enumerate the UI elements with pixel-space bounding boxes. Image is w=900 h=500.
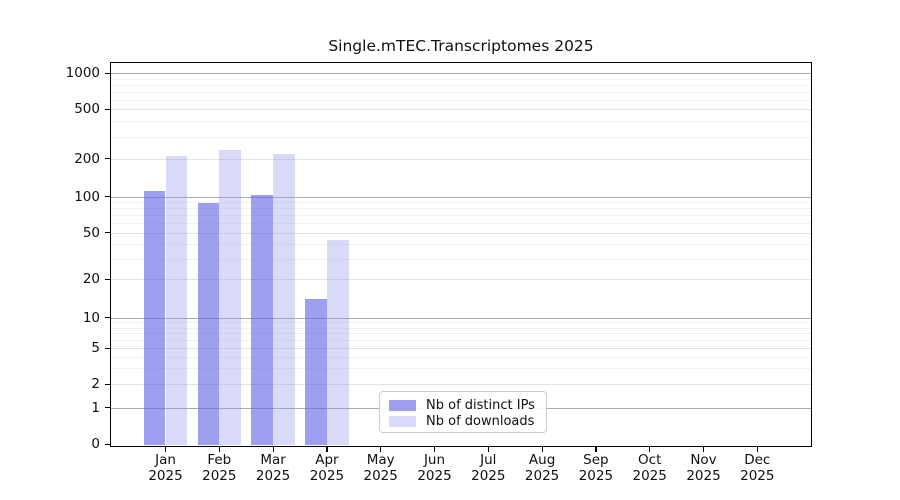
gridline-minor [111,121,811,123]
gridline-minor [111,223,811,225]
y-tick-mark [105,232,110,234]
gridline-minor [111,340,811,342]
y-tick-label: 2 [91,376,100,393]
gridline-minor [111,357,811,359]
y-tick-label: 5 [91,340,100,357]
gridline-major [111,196,811,198]
chart-title: Single.mTEC.Transcriptomes 2025 [328,37,594,55]
gridline-minor [111,91,811,93]
y-tick-mark [105,347,110,349]
legend-label-distinct-ips: Nb of distinct IPs [426,398,535,413]
y-tick-mark [105,108,110,110]
gridline-minor [111,333,811,335]
y-tick-mark [105,317,110,319]
y-tick-label: 10 [82,309,100,326]
gridline-minor [111,78,811,80]
x-tick-label: Sep 2025 [578,451,614,485]
y-tick-label: 20 [82,271,100,287]
legend: Nb of distinct IPs Nb of downloads [379,391,547,433]
bar-downloads [165,155,188,446]
gridline-labeled [111,158,811,160]
x-tick-label: May 2025 [363,451,398,485]
gridline-labeled [111,348,811,350]
x-tick-label: Apr 2025 [309,451,345,485]
y-tick-mark [105,158,110,160]
bar-distinct-ips [305,298,327,446]
x-tick-mark [487,446,489,452]
x-tick-mark [756,446,758,452]
gridline-minor [111,99,811,101]
legend-item-downloads: Nb of downloads [389,414,538,429]
gridline-minor [111,243,811,245]
y-tick-mark [105,196,110,198]
x-tick-label: Aug 2025 [524,451,560,485]
x-tick-label: Nov 2025 [686,451,721,485]
x-tick-mark [326,446,328,452]
y-tick-label: 1 [91,399,100,416]
x-tick-label: Feb 2025 [202,451,237,485]
y-tick-mark [105,407,110,409]
bar-downloads [326,240,349,446]
x-tick-label: Dec 2025 [740,451,775,485]
y-tick-label: 200 [74,150,100,167]
legend-swatch-distinct-ips-icon [389,400,416,411]
gridline-labeled [111,109,811,110]
gridline-minor [111,136,811,138]
x-tick-mark [218,446,220,452]
x-tick-mark [165,446,167,452]
bar-distinct-ips [197,202,220,446]
x-tick-label: Jun 2025 [417,451,452,485]
gridline-minor [111,258,811,260]
x-tick-mark [380,446,382,452]
y-tick-label: 0 [91,436,100,453]
bar-distinct-ips [251,195,274,446]
gridline-minor [111,208,811,210]
x-tick-label: Jan 2025 [148,451,183,485]
gridline-labeled [111,384,811,386]
gridline-minor [111,327,811,329]
y-tick-label: 100 [74,188,100,205]
gridline-labeled [111,232,811,234]
y-tick-mark [105,278,110,280]
gridline-minor [111,368,811,370]
x-tick-label: Oct 2025 [632,451,667,485]
legend-swatch-downloads-icon [389,416,416,427]
gridline-major [111,317,811,319]
legend-item-distinct-ips: Nb of distinct IPs [389,398,538,413]
y-tick-mark [105,72,110,74]
y-tick-label: 1000 [65,65,100,82]
x-tick-mark [434,446,436,452]
bar-downloads [273,154,295,446]
x-tick-mark [703,446,705,452]
legend-label-downloads: Nb of downloads [426,414,535,429]
y-tick-label: 50 [82,224,100,241]
plot-area: 0 1 2 5 10 20 50 100 200 500 1000 Jan 2025 Feb 2025 M… [66,61,812,484]
y-tick-mark [105,383,110,385]
x-tick-mark [649,446,651,452]
gridline-major [111,73,811,75]
y-tick-label: 500 [74,101,100,117]
gridline-minor [111,202,811,204]
x-tick-mark [272,446,274,452]
gridline-minor [111,215,811,217]
x-tick-mark [541,446,543,452]
bar-downloads [219,150,242,446]
bar-distinct-ips [143,191,166,446]
gridline-labeled [111,279,811,280]
gridline-minor [111,322,811,324]
y-tick-mark [105,443,110,445]
x-tick-label: Mar 2025 [255,451,291,485]
x-tick-label: Jul 2025 [471,451,506,485]
x-tick-mark [595,446,597,452]
gridline-minor [111,84,811,86]
